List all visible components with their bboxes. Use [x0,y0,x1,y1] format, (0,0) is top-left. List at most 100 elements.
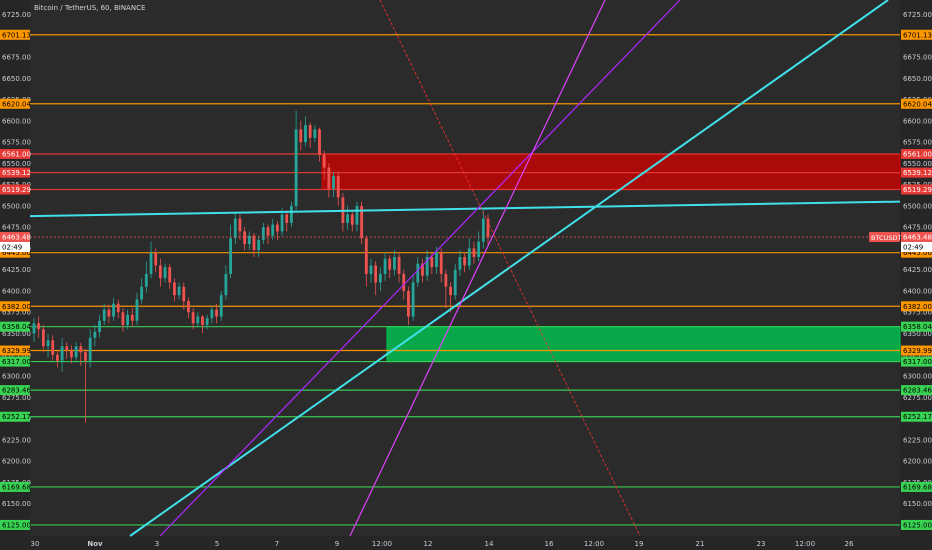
level-tag-right-label: 6519.29 [903,186,932,194]
level-tag-right [901,148,932,159]
candle-body [70,350,73,358]
candle-body [421,263,424,276]
candle-body [416,263,420,283]
candle-body [126,314,130,326]
y-tick-right: 6150.00 [903,500,932,508]
level-tag-right [901,184,932,195]
level-tag-right-label: 6252.17 [903,413,932,421]
countdown-right-label: 02:49 [903,243,923,251]
countdown-tag-left [0,241,30,252]
trendline [379,0,641,537]
trendline [159,0,681,537]
candle-body [285,214,289,223]
candle-body [196,316,200,324]
level-tag-left [0,385,30,396]
level-tag-left [0,356,30,367]
candle-body [107,309,111,317]
candle-body [402,273,406,291]
level-tag-left [0,184,30,195]
candle-body [163,267,167,279]
candle-body [135,299,139,321]
level-tag-left-label: 6283.46 [2,387,31,395]
level-tag-right-label: 6358.04 [903,323,932,331]
candle-body [243,231,247,245]
y-tick-left: 6475.00 [2,224,31,232]
candle-body [149,252,153,274]
price-tag-left-label: 6463.48 [2,233,31,241]
level-tag-right-label: 6701.13 [903,31,932,39]
candle-body [219,295,223,317]
candle-body [158,265,162,279]
candle-body [84,352,87,361]
candle-body [116,303,120,313]
level-tag-right [901,411,932,422]
candle-body [355,205,359,225]
level-tag-left-label: 6125.00 [2,521,31,529]
level-tag-right [901,356,932,367]
candle-body [346,214,349,223]
level-tag-right-label: 6382.00 [903,303,932,311]
level-tag-right [901,519,932,530]
candle-body [477,241,481,257]
y-tick-right: 6300.00 [903,373,932,381]
x-tick-label: 5 [215,540,219,548]
candle-body [98,320,101,332]
level-tag-left-label: 6701.13 [2,31,31,39]
candle-body [112,303,115,317]
x-tick-label: 23 [757,540,766,548]
y-tick-left: 6600.00 [2,117,31,125]
candle-body [425,256,429,276]
candle-body [430,256,434,268]
level-tag-right [901,321,932,332]
candle-body [378,273,382,283]
x-tick-label: 12:00 [584,540,604,548]
level-tag-right-label: 6620.04 [903,100,932,108]
candle-body [65,346,69,351]
trendline [29,200,901,218]
candle-body [327,167,331,189]
candle-body [121,312,125,326]
candle-body [215,309,218,317]
candle-body [55,354,59,361]
y-tick-right: 6675.00 [903,54,932,62]
y-tick-right: 6600.00 [903,117,932,125]
candle-body [51,340,55,355]
level-tag-left [0,481,30,492]
x-tick-label: 16 [545,540,554,548]
candle-body [369,265,373,274]
level-tag-left [0,167,30,178]
candle-body [266,227,270,236]
level-tag-left [0,148,30,159]
x-tick-label: 12:00 [372,540,392,548]
candle-body [392,256,396,270]
y-tick-right: 6225.00 [903,436,932,444]
candle-body [439,252,443,274]
y-tick-right: 6475.00 [903,224,932,232]
level-tag-left-label: 6317.00 [2,358,31,366]
x-tick-label: 12:00 [795,540,815,548]
candle-body [397,256,401,274]
time-axis [0,536,932,550]
candle-body [294,129,298,206]
candle-body [472,248,476,257]
candle-body [318,129,321,155]
candle-body [37,323,41,330]
candle-body [229,238,232,274]
candle-body [102,309,106,321]
level-tag-left-label: 6539.12 [2,169,31,177]
y-tick-left: 6150.00 [2,500,31,508]
candle-body [275,224,279,232]
candle-body [32,323,36,334]
candle-body [280,214,284,232]
candle-body [168,267,172,283]
level-tag-right [901,345,932,356]
y-tick-left: 6350.00 [2,330,31,338]
support-zone [386,326,901,363]
y-tick-left: 6275.00 [2,394,31,402]
y-tick-right: 6375.00 [903,309,932,317]
level-tag-left-label: 6519.29 [2,186,31,194]
candle-body [486,218,490,238]
